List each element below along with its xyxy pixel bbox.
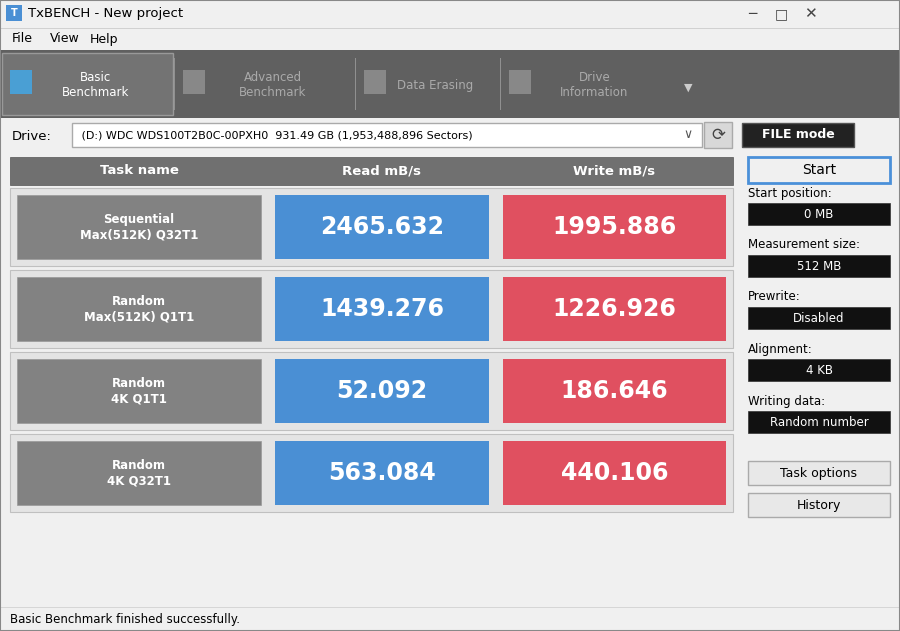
Bar — [503, 441, 726, 505]
Bar — [2, 53, 173, 115]
Bar — [0, 607, 900, 631]
Bar — [748, 307, 890, 329]
Text: History: History — [796, 498, 842, 512]
Bar — [0, 28, 900, 50]
Text: 512 MB: 512 MB — [796, 259, 842, 273]
Text: Advanced
Benchmark: Advanced Benchmark — [238, 71, 306, 99]
Bar — [10, 70, 32, 94]
Text: Random
Max(512K) Q1T1: Random Max(512K) Q1T1 — [84, 295, 194, 323]
Bar — [355, 58, 356, 110]
Bar — [503, 277, 726, 341]
Text: TxBENCH - New project: TxBENCH - New project — [28, 8, 183, 20]
Bar — [174, 58, 175, 110]
Bar — [10, 434, 733, 512]
Text: ⟳: ⟳ — [711, 126, 724, 144]
Text: 186.646: 186.646 — [561, 379, 669, 403]
Text: View: View — [50, 33, 80, 45]
Bar — [6, 5, 22, 21]
Bar — [17, 277, 261, 341]
Text: Data Erasing: Data Erasing — [398, 78, 473, 91]
Text: Read mB/s: Read mB/s — [343, 165, 421, 177]
Text: 52.092: 52.092 — [337, 379, 428, 403]
Text: Measurement size:: Measurement size: — [748, 239, 860, 252]
Bar — [748, 203, 890, 225]
Bar — [0, 118, 900, 154]
Bar — [0, 0, 900, 28]
Text: ▼: ▼ — [684, 83, 692, 93]
Text: Start position:: Start position: — [748, 187, 832, 199]
Text: 1995.886: 1995.886 — [553, 215, 677, 239]
Text: Help: Help — [90, 33, 119, 45]
Text: 0 MB: 0 MB — [805, 208, 833, 220]
Bar — [748, 493, 890, 517]
Text: Start: Start — [802, 163, 836, 177]
Text: Prewrite:: Prewrite: — [748, 290, 801, 304]
Text: ∨: ∨ — [683, 129, 693, 141]
Bar — [10, 188, 733, 266]
Bar — [364, 70, 386, 94]
Text: Task name: Task name — [100, 165, 178, 177]
Bar — [72, 123, 702, 147]
Text: □: □ — [774, 7, 788, 21]
Bar — [748, 359, 890, 381]
Bar — [0, 50, 900, 118]
Text: Write mB/s: Write mB/s — [573, 165, 655, 177]
Bar — [704, 122, 732, 148]
Text: 2465.632: 2465.632 — [320, 215, 444, 239]
Bar — [748, 411, 890, 433]
Text: ✕: ✕ — [804, 6, 816, 21]
Text: 440.106: 440.106 — [561, 461, 668, 485]
Text: File: File — [12, 33, 33, 45]
Bar — [748, 157, 890, 183]
Bar — [509, 70, 531, 94]
Bar — [275, 277, 489, 341]
Bar — [17, 441, 261, 505]
Bar — [10, 157, 733, 185]
Text: Random
4K Q32T1: Random 4K Q32T1 — [107, 459, 171, 487]
Bar — [503, 195, 726, 259]
Bar — [183, 70, 205, 94]
Text: 563.084: 563.084 — [328, 461, 436, 485]
Text: ─: ─ — [748, 7, 756, 21]
Bar — [742, 123, 854, 147]
Text: Sequential
Max(512K) Q32T1: Sequential Max(512K) Q32T1 — [80, 213, 198, 241]
Bar — [17, 195, 261, 259]
Text: (D:) WDC WDS100T2B0C-00PXH0  931.49 GB (1,953,488,896 Sectors): (D:) WDC WDS100T2B0C-00PXH0 931.49 GB (1… — [78, 130, 473, 140]
Text: Task options: Task options — [780, 466, 858, 480]
Text: Writing data:: Writing data: — [748, 394, 825, 408]
Bar — [748, 461, 890, 485]
Text: Random
4K Q1T1: Random 4K Q1T1 — [111, 377, 166, 405]
Bar — [275, 359, 489, 423]
Bar — [17, 359, 261, 423]
Bar — [10, 352, 733, 430]
Bar — [500, 58, 501, 110]
Text: Disabled: Disabled — [793, 312, 845, 324]
Text: FILE mode: FILE mode — [761, 129, 834, 141]
Text: 1226.926: 1226.926 — [553, 297, 677, 321]
Text: Alignment:: Alignment: — [748, 343, 813, 355]
Text: 1439.276: 1439.276 — [320, 297, 444, 321]
Text: T: T — [11, 8, 17, 18]
Text: Basic
Benchmark: Basic Benchmark — [62, 71, 130, 99]
Bar — [748, 255, 890, 277]
Text: Drive:: Drive: — [12, 129, 52, 143]
Text: 4 KB: 4 KB — [806, 363, 832, 377]
Text: Drive
Information: Drive Information — [561, 71, 629, 99]
Text: Random number: Random number — [770, 415, 868, 428]
Bar — [275, 195, 489, 259]
Text: Basic Benchmark finished successfully.: Basic Benchmark finished successfully. — [10, 613, 240, 625]
Bar — [10, 270, 733, 348]
Bar — [275, 441, 489, 505]
Bar — [503, 359, 726, 423]
